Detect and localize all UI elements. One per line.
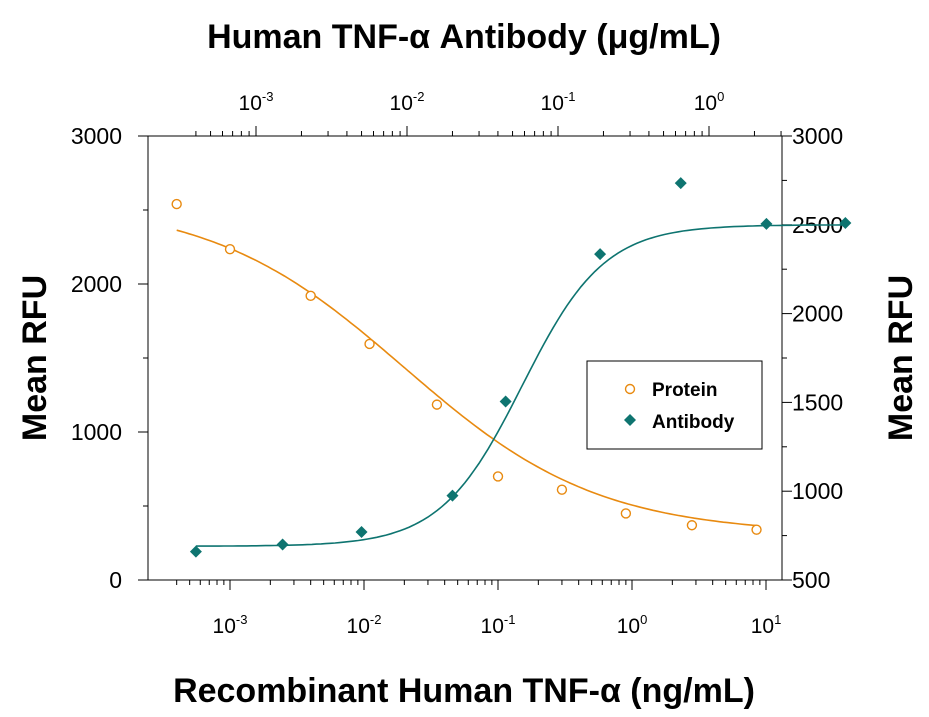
y-left-tick-label: 1000 — [71, 419, 122, 445]
y-right-tick-label: 3000 — [792, 123, 843, 149]
x-bottom-tick-label: 10-1 — [481, 612, 516, 638]
right-y-axis-title: Mean RFU — [882, 275, 920, 441]
x-top-tick-label: 10-1 — [541, 89, 576, 115]
y-left-tick-label: 0 — [109, 567, 122, 593]
data-point-antibody — [189, 545, 202, 558]
data-point-protein — [224, 244, 236, 255]
legend-box — [586, 360, 763, 450]
data-point-protein — [364, 338, 375, 350]
legend: Protein Antibody — [586, 360, 763, 450]
legend-label-antibody: Antibody — [652, 412, 735, 433]
legend-marker-protein — [624, 383, 636, 395]
x-top-tick-label: 10-2 — [390, 89, 425, 115]
y-right-tick-label: 1500 — [792, 389, 843, 415]
x-top-tick-label: 100 — [694, 89, 725, 115]
y-left-tick-label: 3000 — [71, 123, 122, 149]
legend-diamond-marker — [624, 414, 636, 426]
x-top-tick-label: 10-3 — [239, 89, 274, 115]
data-point-protein — [751, 524, 762, 535]
y-right-tick-label: 2000 — [792, 301, 843, 327]
data-point-antibody — [499, 395, 512, 408]
top-axis-title: Human TNF-α Antibody (μg/mL) — [207, 18, 721, 56]
y-left-tick-label: 2000 — [71, 271, 122, 297]
legend-circle-marker — [624, 383, 636, 395]
data-point-antibody — [446, 489, 459, 502]
data-point-antibody — [355, 526, 368, 539]
data-point-protein — [556, 484, 568, 495]
data-point-protein — [431, 399, 443, 410]
legend-label-protein: Protein — [652, 380, 717, 401]
data-point-protein — [305, 290, 316, 302]
fit-curves-layer — [176, 224, 846, 547]
data-point-protein — [171, 198, 182, 210]
data-point-antibody — [760, 217, 773, 230]
x-bottom-tick-label: 100 — [617, 612, 648, 638]
data-point-antibody — [276, 538, 289, 551]
fit-curve-antibody — [195, 224, 846, 547]
x-axis-title: Recombinant Human TNF-α (ng/mL) — [173, 672, 755, 710]
x-bottom-tick-label: 10-3 — [213, 612, 248, 638]
x-bottom-tick-label: 101 — [751, 612, 782, 638]
data-point-antibody — [839, 217, 852, 230]
data-point-protein — [686, 520, 698, 531]
x-bottom-tick-label: 10-2 — [347, 612, 382, 638]
data-points-layer — [171, 177, 852, 558]
y-right-tick-label: 500 — [792, 567, 830, 593]
data-point-protein — [492, 471, 504, 482]
fit-curve-protein — [176, 229, 757, 527]
data-point-antibody — [674, 177, 687, 190]
data-point-protein — [620, 508, 632, 519]
plot-area-frame — [147, 135, 783, 581]
y-right-tick-label: 1000 — [792, 478, 843, 504]
data-point-antibody — [594, 248, 607, 261]
legend-marker-antibody — [624, 414, 636, 426]
left-y-axis-title: Mean RFU — [16, 275, 54, 441]
